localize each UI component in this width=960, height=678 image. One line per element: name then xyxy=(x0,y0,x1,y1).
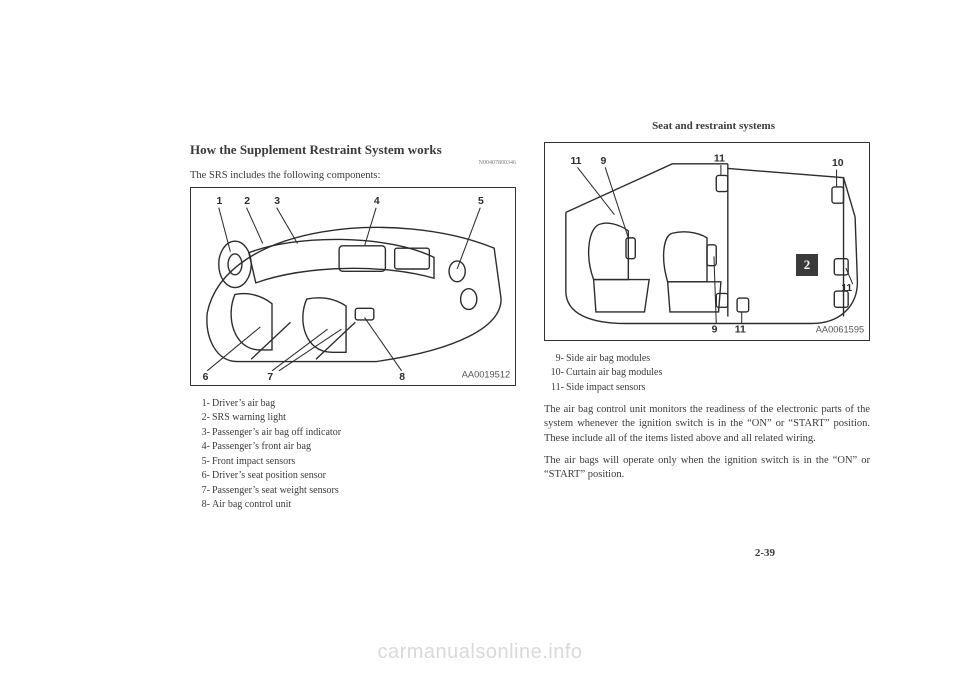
legend-num: 8- xyxy=(190,498,212,513)
figure-code: AA0019512 xyxy=(462,370,510,380)
callout-4: 4 xyxy=(374,196,380,207)
legend-item: 6-Driver’s seat position sensor xyxy=(190,469,516,484)
callout-11c: 11 xyxy=(735,325,746,336)
callout-11b: 11 xyxy=(714,154,725,165)
legend-label: Curtain air bag modules xyxy=(566,366,870,381)
callout-11d: 11 xyxy=(841,283,852,294)
legend-label: Air bag control unit xyxy=(212,498,516,513)
legend-item: 1-Driver’s air bag xyxy=(190,397,516,412)
doc-code: N00407800346 xyxy=(190,160,516,166)
section-header: Seat and restraint systems xyxy=(652,120,775,132)
callout-7: 7 xyxy=(267,372,273,383)
callout-11: 11 xyxy=(570,156,581,167)
section-heading: How the Supplement Restraint System work… xyxy=(190,142,516,158)
legend-item: 11-Side impact sensors xyxy=(544,381,870,396)
callout-6: 6 xyxy=(203,372,209,383)
legend-item: 9-Side air bag modules xyxy=(544,352,870,367)
legend-label: Driver’s air bag xyxy=(212,397,516,412)
legend-item: 4-Passenger’s front air bag xyxy=(190,440,516,455)
intro-text: The SRS includes the following component… xyxy=(190,170,516,181)
legend-item: 7-Passenger’s seat weight sensors xyxy=(190,484,516,499)
legend-num: 1- xyxy=(190,397,212,412)
legend-left: 1-Driver’s air bag 2-SRS warning light 3… xyxy=(190,397,516,513)
paragraph-2: The air bags will operate only when the … xyxy=(544,454,870,482)
watermark: carmanualsonline.info xyxy=(0,641,960,664)
two-column-layout: How the Supplement Restraint System work… xyxy=(190,142,870,513)
right-column: 11 9 11 10 9 11 11 xyxy=(544,142,870,513)
legend-label: Passenger’s seat weight sensors xyxy=(212,484,516,499)
legend-num: 5- xyxy=(190,455,212,470)
page: Seat and restraint systems How the Suppl… xyxy=(0,0,960,678)
figure-code: AA0061595 xyxy=(816,325,864,335)
callout-9b: 9 xyxy=(712,325,718,336)
legend-right: 9-Side air bag modules 10-Curtain air ba… xyxy=(544,352,870,396)
legend-num: 10- xyxy=(544,366,566,381)
figure-side-airbags: 11 9 11 10 9 11 11 xyxy=(544,142,870,341)
callout-2: 2 xyxy=(244,196,250,207)
legend-num: 3- xyxy=(190,426,212,441)
callout-9: 9 xyxy=(601,156,607,167)
legend-item: 3-Passenger’s air bag off indicator xyxy=(190,426,516,441)
legend-num: 9- xyxy=(544,352,566,367)
legend-num: 6- xyxy=(190,469,212,484)
page-number: 2-39 xyxy=(755,547,775,559)
legend-label: SRS warning light xyxy=(212,411,516,426)
legend-num: 2- xyxy=(190,411,212,426)
legend-label: Front impact sensors xyxy=(212,455,516,470)
paragraph-1: The air bag control unit monitors the re… xyxy=(544,403,870,446)
legend-num: 7- xyxy=(190,484,212,499)
legend-label: Driver’s seat position sensor xyxy=(212,469,516,484)
legend-item: 8-Air bag control unit xyxy=(190,498,516,513)
legend-label: Passenger’s front air bag xyxy=(212,440,516,455)
legend-num: 4- xyxy=(190,440,212,455)
legend-item: 5-Front impact sensors xyxy=(190,455,516,470)
callout-10: 10 xyxy=(832,158,844,169)
left-column: How the Supplement Restraint System work… xyxy=(190,142,516,513)
callout-8: 8 xyxy=(399,372,405,383)
figure-srs-components: 1 2 3 4 5 xyxy=(190,187,516,386)
callout-5: 5 xyxy=(478,196,484,207)
legend-label: Side impact sensors xyxy=(566,381,870,396)
legend-label: Passenger’s air bag off indicator xyxy=(212,426,516,441)
legend-label: Side air bag modules xyxy=(566,352,870,367)
callout-1: 1 xyxy=(216,196,222,207)
legend-num: 11- xyxy=(544,381,566,396)
legend-item: 2-SRS warning light xyxy=(190,411,516,426)
legend-item: 10-Curtain air bag modules xyxy=(544,366,870,381)
chapter-tab: 2 xyxy=(796,254,818,276)
callout-3: 3 xyxy=(274,196,280,207)
